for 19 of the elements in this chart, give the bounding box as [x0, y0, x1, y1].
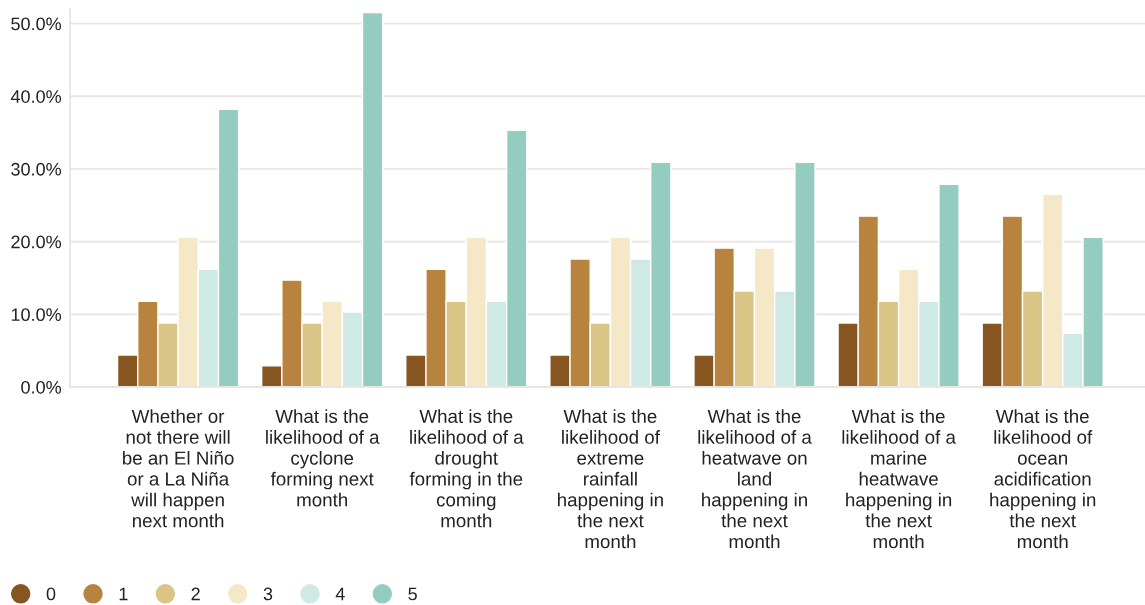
- x-tick-label: What is the likelihood of a marine heatwave happening in the next month: [842, 409, 956, 549]
- x-tick-label: What is the likelihood of a drought forming in the coming month: [409, 409, 524, 528]
- x-tick-label: What is the likelihood of extreme rainfall happening in the next month: [557, 409, 663, 549]
- y-tick-label: 50.0%: [11, 17, 62, 31]
- y-tick-label: 20.0%: [11, 235, 62, 249]
- x-tick-label: What is the likelihood of ocean acidification happening in the next month: [990, 409, 1096, 549]
- legend-label: 4: [335, 587, 345, 601]
- x-tick-label: Whether or not there will be an El Niño or a La Niña will happen next month: [123, 409, 234, 528]
- legend-label: 1: [119, 587, 128, 601]
- y-tick-label: 10.0%: [11, 308, 62, 322]
- x-tick-label: What is the likelihood of a cyclone forming next month: [266, 409, 380, 507]
- y-tick-label: 0.0%: [21, 380, 62, 394]
- legend-label: 3: [263, 587, 273, 601]
- y-tick-label: 30.0%: [11, 162, 62, 176]
- y-tick-label: 40.0%: [10, 90, 62, 103]
- legend-label: 0: [46, 587, 56, 601]
- legend-label: 2: [191, 587, 200, 601]
- x-tick-label: What is the likelihood of a heatwave on land happening in the next month: [698, 409, 812, 549]
- legend-label: 5: [408, 587, 417, 601]
